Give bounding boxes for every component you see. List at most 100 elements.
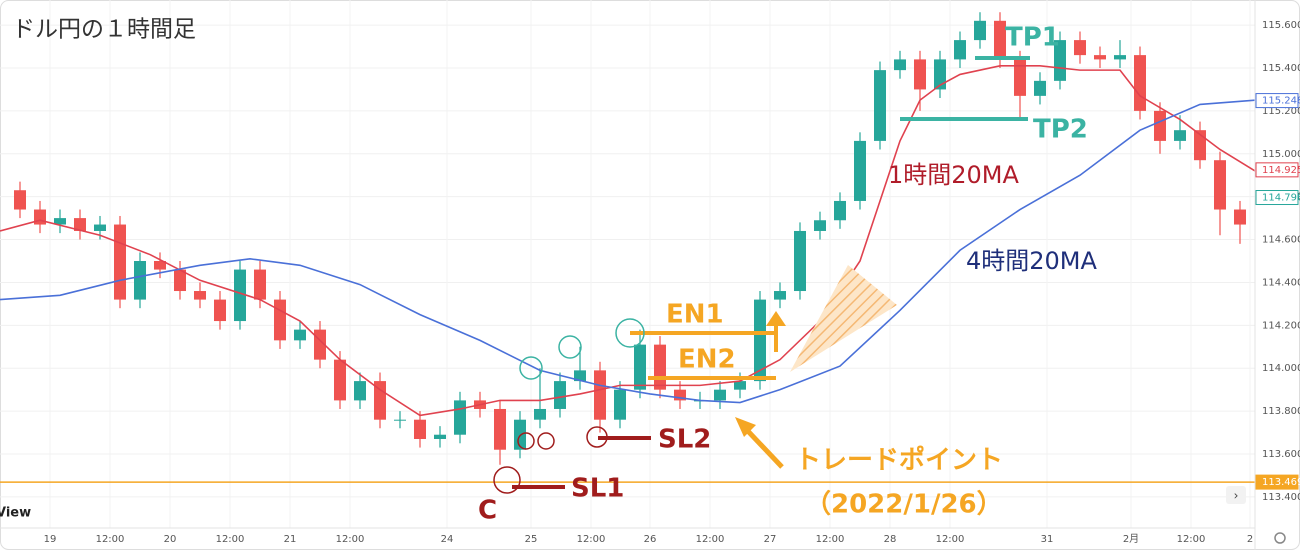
candle-body: [1234, 209, 1246, 225]
ma4-label: 4時間20MA: [966, 247, 1098, 275]
candle-body: [794, 230, 806, 292]
candle-body: [974, 20, 986, 41]
candle-body: [254, 269, 266, 300]
y-tick-label: 113.800: [1262, 406, 1300, 417]
candle-body: [434, 434, 446, 439]
sl2-label: SL2: [658, 425, 711, 455]
candle-body: [1074, 40, 1086, 56]
trade-point-label: トレードポイント: [795, 445, 1003, 476]
candle-body: [754, 299, 766, 382]
candle-body: [154, 260, 166, 270]
x-tick-label: 21: [284, 534, 297, 545]
candle-body: [94, 224, 106, 231]
price-tag-label: 113.469: [1262, 477, 1300, 488]
x-tick-label: 12:00: [216, 534, 245, 545]
candle-body: [594, 370, 606, 420]
x-tick-label: 12:00: [696, 534, 725, 545]
y-tick-label: 115.000: [1262, 149, 1300, 160]
low-circles: [493, 426, 608, 494]
y-tick-label: 114.600: [1262, 235, 1300, 246]
candle-body: [874, 70, 886, 141]
x-tick-label: 2月: [1123, 533, 1139, 545]
candle-body: [114, 224, 126, 300]
y-tick-label: 115.400: [1262, 63, 1300, 74]
y-tick-label: 114.200: [1262, 320, 1300, 331]
candle-body: [634, 344, 646, 390]
price-tag-label: 115.248: [1262, 96, 1300, 107]
trade-date-label: （2022/1/26）: [805, 490, 1003, 520]
trade-arrow-head: [735, 417, 756, 437]
x-tick-label: 24: [441, 534, 454, 545]
candle-body: [334, 359, 346, 401]
y-tick-label: 113.600: [1262, 449, 1300, 460]
x-tick-label: 12:00: [96, 534, 125, 545]
candle-body: [274, 299, 286, 341]
ma-line: [0, 99, 1255, 404]
scroll-button[interactable]: [1226, 486, 1246, 504]
candle-body: [1174, 130, 1186, 141]
price-tag-label: 114.796: [1262, 193, 1300, 204]
candle-body: [294, 329, 306, 341]
candle-body: [734, 381, 746, 390]
y-tick-label: 115.200: [1262, 106, 1300, 117]
candle-body: [494, 408, 506, 450]
candle-body: [774, 291, 786, 300]
price-tag: [1255, 474, 1299, 490]
x-tick-label: 25: [525, 534, 538, 545]
annotations: TP1 TP2 EN1 EN2 SL1 SL2 C トレードポイント （2022…: [478, 23, 1098, 526]
c-label: C: [478, 496, 497, 526]
x-tick-label: 28: [884, 534, 897, 545]
ma1-label: 1時間20MA: [888, 161, 1020, 189]
x-tick-label: 26: [644, 534, 657, 545]
candle-body: [1214, 160, 1226, 210]
candle-body: [994, 20, 1006, 60]
candle-body: [574, 370, 586, 382]
x-tick-label: 12:00: [936, 534, 965, 545]
candle-body: [1154, 110, 1166, 141]
candle-body: [714, 389, 726, 401]
candle-body: [674, 389, 686, 401]
x-tick-label: 12:00: [577, 534, 606, 545]
y-tick-label: 115.600: [1262, 20, 1300, 31]
candle-body: [1034, 80, 1046, 96]
candle-body: [54, 218, 66, 225]
x-tick-label: 2: [1247, 534, 1253, 545]
candle-body: [1114, 55, 1126, 60]
candle-body: [814, 220, 826, 231]
price-tag: [1255, 162, 1299, 178]
y-tick-label: 114.400: [1262, 277, 1300, 288]
price-tag: [1255, 93, 1299, 109]
sl1-label: SL1: [571, 474, 624, 504]
candle-body: [554, 381, 566, 409]
candle-body: [394, 419, 406, 421]
axes: 113.400 113.600 113.800 114.000 114.200 114.4…: [44, 20, 1300, 545]
settings-icon[interactable]: [1274, 532, 1286, 544]
trade-arrow: [743, 426, 784, 469]
x-tick-label: 12:00: [336, 534, 365, 545]
plot-area: [0, 12, 1255, 483]
candle-body: [414, 419, 426, 439]
candle-body: [914, 59, 926, 90]
candle-body: [954, 40, 966, 60]
candle-body: [654, 344, 666, 390]
candle-body: [214, 299, 226, 322]
candle-body: [454, 400, 466, 435]
candle-body: [854, 140, 866, 201]
en2-label: EN2: [678, 345, 736, 375]
scroll-icon: ›: [1234, 489, 1239, 503]
x-tick-label: 12:00: [1177, 534, 1206, 545]
chart-title: ドル円の１時間足: [12, 17, 196, 43]
x-tick-label: 12:00: [816, 534, 845, 545]
candle-body: [894, 59, 906, 71]
candle-body: [354, 381, 366, 401]
candle-body: [1094, 55, 1106, 60]
hatched-fan: [790, 265, 897, 372]
y-tick-label: 114.000: [1262, 363, 1300, 374]
x-tick-label: 31: [1041, 534, 1054, 545]
peak-circles: [519, 318, 645, 380]
candle-body: [174, 269, 186, 292]
candle-body: [614, 389, 626, 420]
candle-body: [534, 408, 546, 420]
candle-body: [1134, 55, 1146, 111]
